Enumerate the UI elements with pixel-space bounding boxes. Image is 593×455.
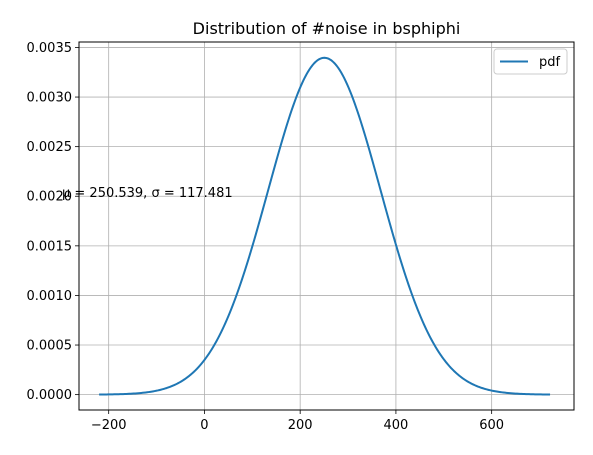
x-tick-label: 600 [479,418,504,433]
legend: pdf [494,49,567,74]
y-tick-label: 0.0010 [27,289,73,304]
x-tick-label: 400 [384,418,409,433]
chart-title: Distribution of #noise in bsphiphi [193,19,461,38]
x-tick-label: 200 [288,418,313,433]
legend-label: pdf [539,55,561,70]
x-tick-label: 0 [200,418,208,433]
y-tick-label: 0.0030 [27,91,73,106]
x-tick-label: −200 [91,418,127,433]
y-tick-label: 0.0000 [27,388,73,403]
y-tick-label: 0.0035 [27,41,73,56]
y-tick-label: 0.0005 [27,339,73,354]
y-tick-label: 0.0015 [27,239,73,254]
y-tick-label: 0.0025 [27,140,73,155]
stats-annotation: μ = 250.539, σ = 117.481 [62,186,233,201]
